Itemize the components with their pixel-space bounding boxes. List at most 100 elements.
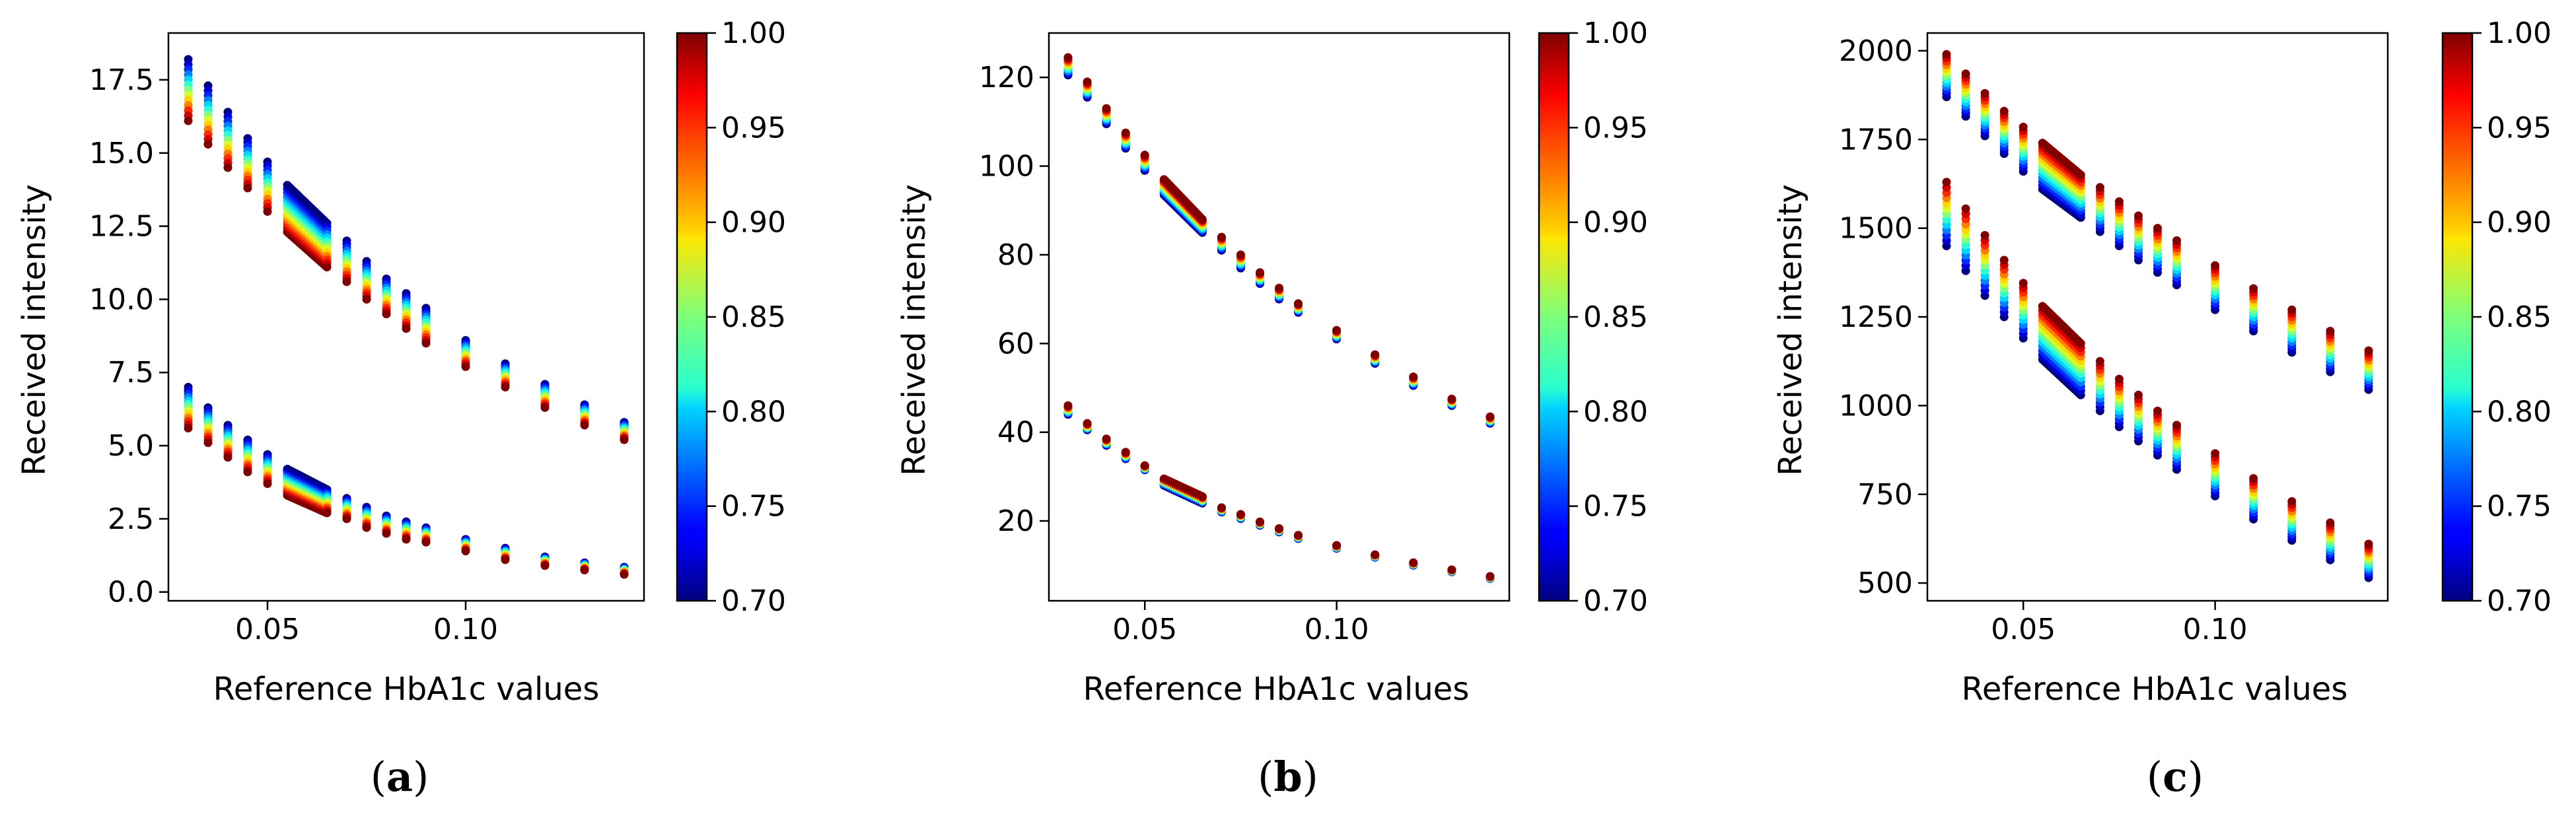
data-point xyxy=(382,310,391,319)
plot-frame-b xyxy=(1048,32,1511,602)
data-point xyxy=(1083,419,1092,428)
data-point xyxy=(1140,461,1149,470)
data-point xyxy=(1409,558,1418,567)
panel-a: 0.05 0.10 0.0 2.5 5.0 7.5 10.0 12.5 15.0 17.5 0.70… xyxy=(16,17,786,801)
data-point xyxy=(2364,539,2373,549)
colorbar-tick-label: 0.95 xyxy=(721,111,786,145)
y-tick-label: 0.0 xyxy=(108,576,154,609)
data-point xyxy=(620,435,629,444)
colorbar-tick-label: 0.75 xyxy=(2487,490,2552,524)
data-point xyxy=(2095,357,2104,366)
colorbar-tick-label: 0.75 xyxy=(721,490,786,524)
data-point xyxy=(1485,412,1495,421)
data-point xyxy=(2019,122,2028,131)
colorbar-a: 0.70 0.75 0.80 0.85 0.90 0.95 1.00 xyxy=(676,17,786,618)
data-point xyxy=(184,424,193,432)
x-axis-label-b: Reference HbA1c values xyxy=(1083,671,1470,708)
y-tick-label: 1750 xyxy=(1839,123,1913,156)
colorbar-tick-label: 0.80 xyxy=(721,395,786,428)
data-point xyxy=(2076,170,2085,180)
y-tick-label: 7.5 xyxy=(108,356,154,390)
data-point xyxy=(1447,565,1456,574)
data-point xyxy=(1275,283,1283,292)
data-point xyxy=(362,294,371,304)
data-point xyxy=(1083,77,1092,86)
data-point xyxy=(2249,284,2258,293)
plot-frame-c xyxy=(1926,32,2389,602)
data-point xyxy=(2326,327,2335,335)
data-point xyxy=(2287,497,2297,506)
colorbar-tick-label: 0.80 xyxy=(2487,395,2552,428)
data-point xyxy=(580,566,589,574)
y-axis-label-b: Received intensity xyxy=(896,184,933,476)
panel-c: 0.05 0.10500750100012501500175020000.700.… xyxy=(1772,17,2552,801)
y-tick-label: 1000 xyxy=(1839,389,1913,423)
data-point xyxy=(1447,394,1456,403)
colorbar-tick-label: 1.00 xyxy=(2487,17,2552,50)
y-tick-label: 1250 xyxy=(1839,300,1913,334)
data-point xyxy=(1102,104,1111,113)
data-point xyxy=(322,263,332,272)
data-point xyxy=(1409,372,1418,382)
colorbar-tick-label: 0.85 xyxy=(1583,300,1648,334)
y-tick-label: 100 xyxy=(979,150,1034,184)
data-point xyxy=(243,184,252,193)
y-axis-label-c: Received intensity xyxy=(1772,184,1809,476)
colorbar-gradient xyxy=(1539,33,1569,601)
data-point xyxy=(1102,434,1111,444)
x-axis-label-c: Reference HbA1c values xyxy=(1962,671,2348,708)
data-point xyxy=(2019,279,2028,288)
colorbar-tick-label: 0.70 xyxy=(721,584,786,618)
panel-label-c: (c) xyxy=(2147,753,2203,801)
y-tick-label: 750 xyxy=(1857,478,1913,512)
data-point xyxy=(2172,236,2181,245)
x-tick-label: 0.05 xyxy=(235,613,300,646)
data-point xyxy=(2326,518,2335,527)
data-point xyxy=(342,514,351,524)
data-point xyxy=(382,529,391,538)
colorbar-tick-label: 0.75 xyxy=(1583,490,1648,524)
data-point xyxy=(322,508,332,518)
data-point xyxy=(1332,541,1342,550)
y-tick-label: 20 xyxy=(997,504,1034,538)
data-point xyxy=(1256,517,1264,526)
colorbar-tick-label: 0.70 xyxy=(1583,584,1648,618)
y-tick-label: 17.5 xyxy=(89,63,154,97)
y-tick-label: 5.0 xyxy=(108,429,154,463)
plot-area-c: 0.05 0.10500750100012501500175020000.700.… xyxy=(1839,17,2552,646)
data-point xyxy=(1217,503,1226,512)
data-point xyxy=(1999,255,2009,265)
data-point xyxy=(2076,339,2085,348)
plot-area-b: 0.05 0.10204060801001200.700.750.800.850.… xyxy=(979,17,1648,646)
data-point xyxy=(1999,106,2009,116)
data-point xyxy=(1236,250,1245,259)
colorbar-tick-label: 0.85 xyxy=(2487,300,2552,334)
data-point xyxy=(1961,69,1970,79)
points-c xyxy=(1942,50,2373,582)
data-point xyxy=(2153,224,2162,233)
colorbar-gradient xyxy=(2443,33,2472,601)
colorbar-tick-label: 1.00 xyxy=(1583,17,1648,50)
colorbar-gradient xyxy=(677,33,707,601)
data-point xyxy=(1236,510,1245,519)
data-point xyxy=(1198,215,1207,224)
data-point xyxy=(421,339,431,348)
data-point xyxy=(263,479,272,489)
y-tick-label: 40 xyxy=(997,416,1034,450)
x-tick-label: 0.05 xyxy=(1991,613,2056,646)
panel-label-b: (b) xyxy=(1258,753,1318,801)
y-tick-label: 1500 xyxy=(1839,212,1913,246)
y-tick-label: 10.0 xyxy=(89,283,154,316)
data-point xyxy=(1063,401,1073,410)
data-point xyxy=(1198,492,1207,501)
y-tick-label: 120 xyxy=(979,61,1034,94)
data-point xyxy=(2095,183,2104,192)
data-point xyxy=(1371,550,1380,559)
colorbar-tick-label: 1.00 xyxy=(721,17,786,50)
y-tick-label: 15.0 xyxy=(89,137,154,170)
data-point xyxy=(203,438,213,448)
data-point xyxy=(223,453,233,462)
data-point xyxy=(1063,53,1073,62)
data-point xyxy=(540,561,550,570)
